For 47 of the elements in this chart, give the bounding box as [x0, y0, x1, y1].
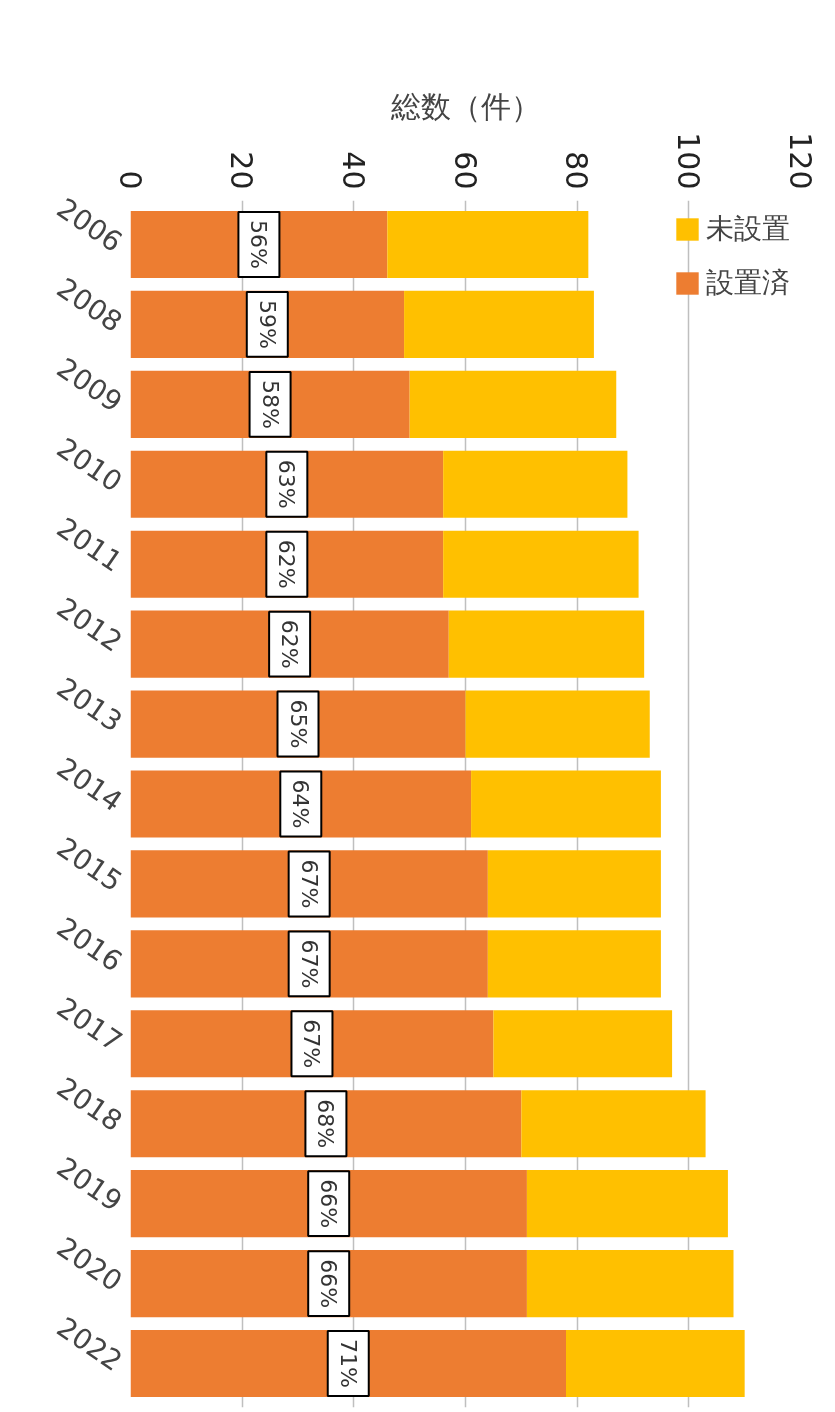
- bar: [521, 1090, 706, 1158]
- annotation: 66%: [316, 1259, 342, 1309]
- legend-label: 未設置: [706, 211, 790, 247]
- annotation: 58%: [257, 379, 283, 429]
- annotation: 56%: [246, 220, 272, 269]
- bar: [465, 690, 650, 758]
- x-tick-label: 120: [782, 132, 818, 190]
- bar: [130, 1090, 522, 1158]
- annotation: 71%: [335, 1339, 361, 1388]
- annotation: 65%: [285, 699, 311, 749]
- x-tick-label: 100: [670, 132, 706, 190]
- bar: [130, 1329, 566, 1398]
- bar: [487, 930, 661, 998]
- annotation: 62%: [274, 539, 300, 589]
- bar: [130, 850, 488, 918]
- annotation: 67%: [296, 939, 322, 989]
- bar: [130, 1170, 527, 1238]
- bar: [526, 1170, 728, 1238]
- bar: [443, 450, 628, 518]
- bar: [130, 1010, 494, 1078]
- x-tick-label: 0: [112, 170, 148, 190]
- bar: [387, 210, 589, 279]
- x-tick-label: 80: [559, 151, 595, 190]
- annotation: 66%: [316, 1179, 342, 1229]
- legend-label: 設置済: [706, 265, 790, 301]
- bar: [443, 530, 639, 598]
- x-axis-title: 総数（件）: [389, 89, 541, 125]
- annotation: 59%: [254, 299, 280, 349]
- bar: [409, 370, 617, 438]
- annotation: 63%: [274, 459, 300, 509]
- bar: [130, 1250, 527, 1318]
- bar: [566, 1329, 745, 1398]
- bar: [404, 290, 594, 358]
- annotation: 62%: [277, 619, 303, 669]
- x-tick-label: 20: [224, 151, 260, 190]
- annotation: 67%: [299, 1019, 325, 1069]
- annotation: 67%: [296, 859, 322, 909]
- bar: [493, 1010, 673, 1078]
- bar: [471, 770, 661, 838]
- annotation: 68%: [313, 1099, 339, 1149]
- x-tick-label: 60: [447, 151, 483, 190]
- annotation: 64%: [288, 779, 314, 829]
- bar: [130, 930, 488, 998]
- bar: [487, 850, 661, 918]
- x-tick-label: 40: [335, 151, 371, 190]
- bar: [526, 1250, 734, 1318]
- bar: [448, 610, 645, 678]
